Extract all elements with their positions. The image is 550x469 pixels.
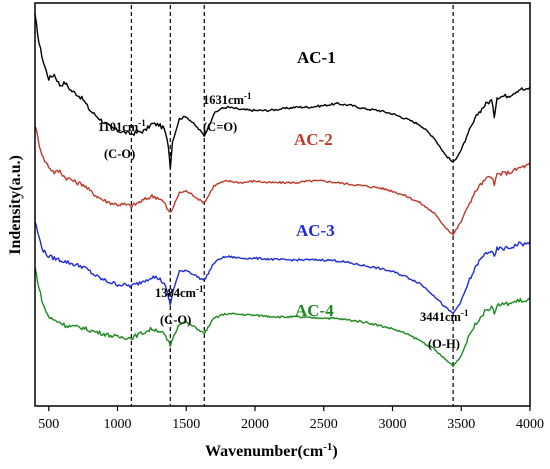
series-label-ac3: AC-3 <box>296 221 335 240</box>
svg-text:1631cm-1: 1631cm-1 <box>203 91 252 107</box>
x-tick-label: 2000 <box>241 417 269 432</box>
x-tick-label: 500 <box>38 417 59 432</box>
x-tick-label: 4000 <box>516 417 544 432</box>
svg-text:1384cm-1: 1384cm-1 <box>155 284 204 300</box>
x-axis-title: Wavenumber(cm-1) <box>205 441 338 460</box>
series-label-ac4: AC-4 <box>295 301 334 320</box>
series-line-ac-2 <box>34 126 531 236</box>
svg-text:(C=O): (C=O) <box>203 120 237 134</box>
x-axis: 500 1000 1500 2000 2500 3000 3500 4000 <box>38 406 544 432</box>
plot-frame <box>34 2 531 407</box>
series-line-ac-3 <box>34 221 531 314</box>
series-label-ac2: AC-2 <box>294 130 333 149</box>
series-line-ac-1 <box>34 13 531 170</box>
svg-text:(O-H): (O-H) <box>428 337 460 351</box>
x-tick-label: 3000 <box>379 417 407 432</box>
x-tick-label: 1000 <box>104 417 132 432</box>
series-label-ac1: AC-1 <box>297 48 336 67</box>
svg-text:(C-O): (C-O) <box>160 313 191 327</box>
svg-text:1101cm-1: 1101cm-1 <box>98 118 146 134</box>
annotation-3441: 3441cm-1 (O-H) <box>420 308 469 351</box>
annotation-1101: 1101cm-1 (C-O) <box>98 118 146 161</box>
annotation-1384: 1384cm-1 (C-O) <box>155 284 204 327</box>
svg-text:3441cm-1: 3441cm-1 <box>420 308 469 324</box>
series-line-ac-4 <box>34 266 531 368</box>
x-tick-label: 3500 <box>447 417 475 432</box>
x-tick-label: 2500 <box>310 417 338 432</box>
reference-lines <box>130 5 454 406</box>
svg-text:(C-O): (C-O) <box>104 147 135 161</box>
annotation-1631: 1631cm-1 (C=O) <box>203 91 252 134</box>
y-axis-title: Indensity(a.u.) <box>7 155 24 255</box>
series-group <box>34 13 531 368</box>
x-tick-label: 1500 <box>172 417 200 432</box>
